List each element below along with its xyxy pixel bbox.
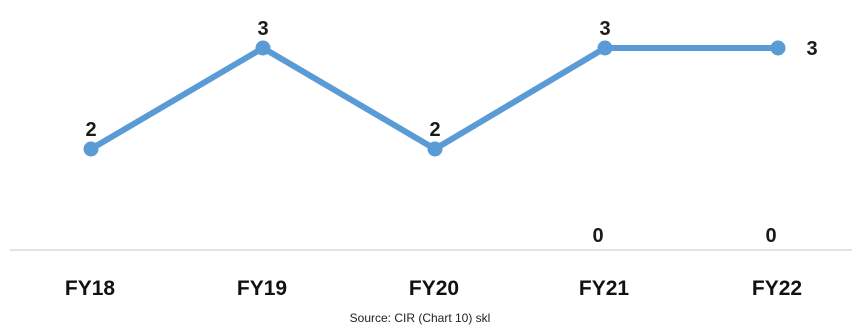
data-label-fy19: 3 xyxy=(257,18,268,40)
data-point-fy21 xyxy=(597,40,613,56)
data-labels-layer: 2 3 2 3 3 0 0 xyxy=(85,18,817,247)
source-note: Source: CIR (Chart 10) skl xyxy=(350,311,491,325)
data-point-fy20 xyxy=(427,141,443,157)
zero-label-fy21: 0 xyxy=(592,225,603,247)
data-label-fy21: 3 xyxy=(599,18,610,40)
data-label-fy18: 2 xyxy=(85,119,96,141)
data-point-fy19 xyxy=(255,40,271,56)
x-tick-label-fy21: FY21 xyxy=(579,277,630,300)
data-point-fy22 xyxy=(770,40,786,56)
data-label-fy22: 3 xyxy=(806,38,817,60)
x-tick-label-fy19: FY19 xyxy=(237,277,287,300)
series-layer xyxy=(83,40,786,157)
data-point-fy18 xyxy=(83,141,99,157)
x-tick-label-fy22: FY22 xyxy=(752,277,802,300)
zero-label-fy22: 0 xyxy=(765,225,776,247)
x-tick-labels: FY18 FY19 FY20 FY21 FY22 xyxy=(65,277,802,300)
x-tick-label-fy18: FY18 xyxy=(65,277,116,300)
data-label-fy20: 2 xyxy=(429,119,440,141)
x-tick-label-fy20: FY20 xyxy=(409,277,459,300)
